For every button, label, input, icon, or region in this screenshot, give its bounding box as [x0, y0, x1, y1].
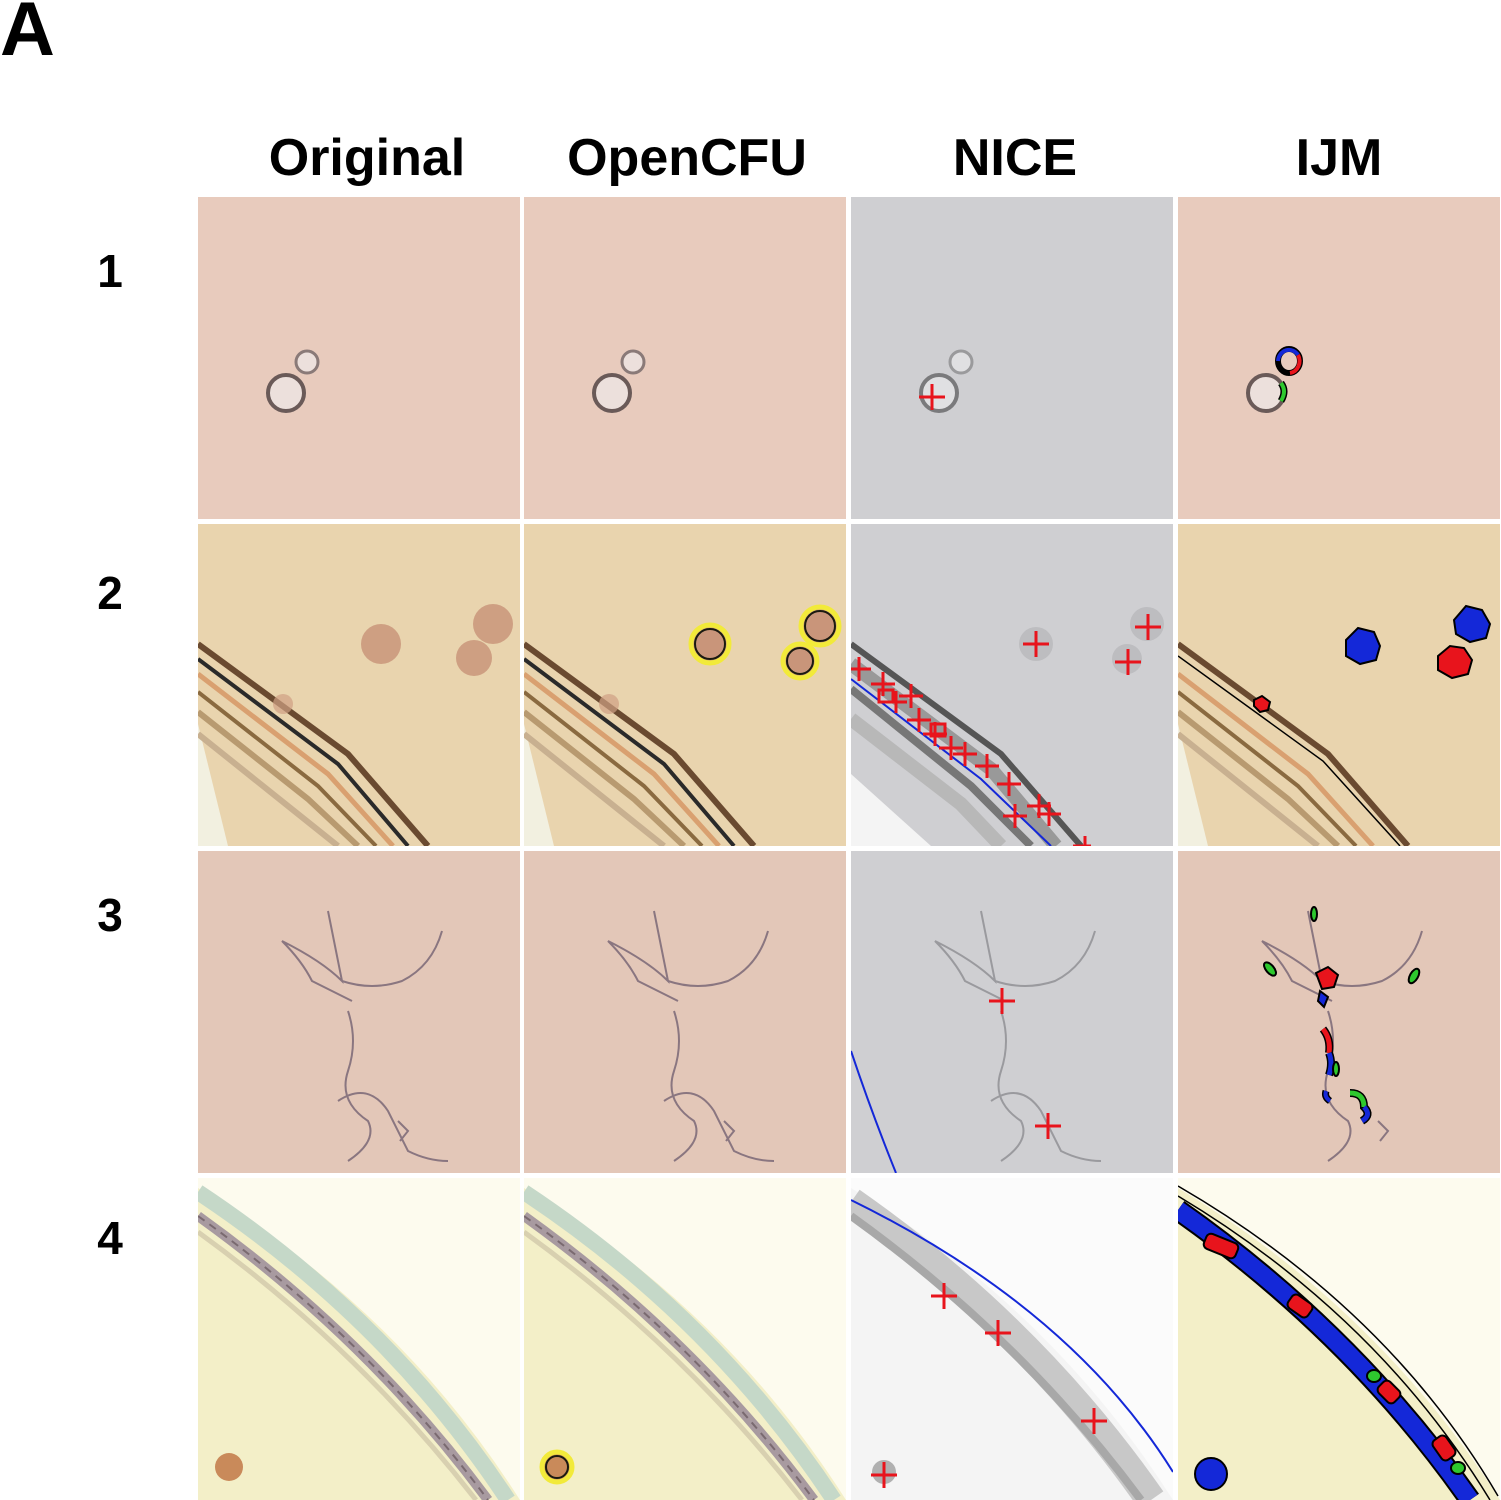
tile-row4-original: [198, 1178, 520, 1500]
tile-row2-original: [198, 524, 520, 846]
nice-markers: [851, 614, 1161, 846]
opencfu-detection: [539, 1449, 575, 1485]
row-label-4: 4: [97, 1212, 123, 1264]
tile-row2-opencfu: [524, 524, 846, 846]
row-label-1: 1: [97, 245, 123, 297]
row-label-3: 3: [97, 889, 123, 941]
tile-row4-opencfu: [524, 1178, 846, 1500]
column-header-ijm: IJM: [1295, 129, 1383, 187]
row-label-2: 2: [97, 567, 123, 619]
tile-row2-nice: [851, 524, 1173, 846]
panel-label: A: [0, 0, 55, 72]
tile-row3-opencfu: [524, 851, 846, 1173]
column-header-original: Original: [268, 129, 466, 187]
tile-row1-original: [198, 197, 520, 519]
tile-row4-nice: [851, 1178, 1173, 1500]
tile-row4-ijm: [1178, 1178, 1500, 1500]
tile-row1-ijm: [1178, 197, 1500, 519]
tile-row3-ijm: [1178, 851, 1500, 1173]
tile-row1-opencfu: [524, 197, 846, 519]
opencfu-detection: [798, 604, 842, 648]
tile-row3-nice: [851, 851, 1173, 1173]
tile-row3-original: [198, 851, 520, 1173]
opencfu-detection: [780, 641, 820, 681]
tile-row2-ijm: [1178, 524, 1500, 846]
opencfu-detection: [688, 622, 732, 666]
nice-marker: [919, 384, 945, 410]
column-header-nice: NICE: [952, 129, 1078, 187]
tile-row1-nice: [851, 197, 1173, 519]
column-header-opencfu: OpenCFU: [567, 129, 807, 187]
